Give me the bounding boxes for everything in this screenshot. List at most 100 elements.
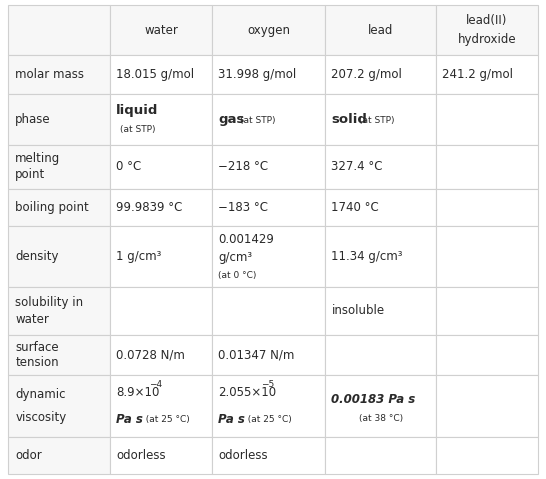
Text: 0 °C: 0 °C	[116, 160, 141, 173]
Text: 207.2 g/mol: 207.2 g/mol	[331, 68, 402, 81]
Bar	[325, 56, 436, 94]
Text: liquid: liquid	[116, 103, 159, 117]
Text: −183 °C: −183 °C	[218, 201, 268, 214]
Bar	[110, 56, 212, 94]
Bar	[212, 375, 325, 437]
Bar	[325, 5, 436, 56]
Bar	[110, 286, 212, 335]
Bar	[436, 56, 538, 94]
Text: 18.015 g/mol: 18.015 g/mol	[116, 68, 194, 81]
Bar	[212, 335, 325, 375]
Bar	[436, 5, 538, 56]
Text: molar mass: molar mass	[15, 68, 84, 81]
Text: viscosity: viscosity	[15, 411, 67, 423]
Bar	[325, 94, 436, 145]
Bar	[436, 286, 538, 335]
Bar	[325, 145, 436, 189]
Bar	[212, 94, 325, 145]
Text: (at 38 °C): (at 38 °C)	[359, 414, 402, 422]
Text: 0.0728 N/m: 0.0728 N/m	[116, 349, 185, 362]
Bar	[436, 94, 538, 145]
Text: solubility in: solubility in	[15, 296, 84, 308]
Bar	[110, 189, 212, 226]
Bar	[212, 56, 325, 94]
Bar	[110, 335, 212, 375]
Bar	[212, 226, 325, 286]
Bar	[325, 335, 436, 375]
Text: lead: lead	[368, 23, 393, 36]
Text: 0.01347 N/m: 0.01347 N/m	[218, 349, 295, 362]
Text: (at STP): (at STP)	[359, 116, 395, 125]
Bar	[436, 375, 538, 437]
Text: water: water	[15, 313, 49, 326]
Text: (at STP): (at STP)	[120, 125, 156, 134]
Text: surface: surface	[15, 342, 59, 354]
Bar	[110, 94, 212, 145]
Bar	[110, 226, 212, 286]
Bar	[8, 437, 110, 474]
Text: 241.2 g/mol: 241.2 g/mol	[442, 68, 513, 81]
Bar	[325, 375, 436, 437]
Bar	[8, 145, 110, 189]
Text: tension: tension	[15, 356, 59, 369]
Bar	[110, 145, 212, 189]
Text: 99.9839 °C: 99.9839 °C	[116, 201, 182, 214]
Text: −218 °C: −218 °C	[218, 160, 269, 173]
Text: 1740 °C: 1740 °C	[331, 201, 379, 214]
Bar	[325, 189, 436, 226]
Bar	[436, 437, 538, 474]
Bar	[8, 94, 110, 145]
Text: Pa s: Pa s	[116, 413, 143, 426]
Text: 327.4 °C: 327.4 °C	[331, 160, 383, 173]
Text: odorless: odorless	[218, 449, 268, 462]
Bar	[325, 437, 436, 474]
Text: point: point	[15, 168, 45, 181]
Text: 1 g/cm³: 1 g/cm³	[116, 250, 162, 263]
Text: 31.998 g/mol: 31.998 g/mol	[218, 68, 296, 81]
Text: solid: solid	[331, 113, 367, 126]
Bar	[212, 437, 325, 474]
Text: dynamic: dynamic	[15, 388, 66, 401]
Text: 0.001429: 0.001429	[218, 233, 274, 246]
Bar	[8, 189, 110, 226]
Text: g/cm³: g/cm³	[218, 251, 252, 264]
Text: melting: melting	[15, 152, 61, 165]
Text: −4: −4	[149, 380, 162, 389]
Bar	[8, 226, 110, 286]
Text: hydroxide: hydroxide	[458, 33, 516, 46]
Text: 0.00183 Pa s: 0.00183 Pa s	[331, 393, 416, 406]
Bar	[212, 286, 325, 335]
Text: gas: gas	[218, 113, 245, 126]
Text: water: water	[144, 23, 178, 36]
Bar	[325, 226, 436, 286]
Bar	[212, 145, 325, 189]
Bar	[8, 56, 110, 94]
Text: oxygen: oxygen	[247, 23, 290, 36]
Bar	[212, 5, 325, 56]
Text: 8.9×10: 8.9×10	[116, 386, 159, 399]
Text: (at 25 °C): (at 25 °C)	[140, 415, 190, 424]
Bar	[110, 5, 212, 56]
Bar	[8, 286, 110, 335]
Bar	[436, 145, 538, 189]
Text: Pa s: Pa s	[218, 413, 245, 426]
Text: (at 0 °C): (at 0 °C)	[218, 271, 257, 280]
Bar	[436, 189, 538, 226]
Text: −5: −5	[262, 380, 275, 389]
Text: density: density	[15, 250, 58, 263]
Text: odor: odor	[15, 449, 42, 462]
Bar	[436, 226, 538, 286]
Bar	[436, 335, 538, 375]
Bar	[212, 189, 325, 226]
Text: boiling point: boiling point	[15, 201, 89, 214]
Bar	[8, 375, 110, 437]
Text: insoluble: insoluble	[331, 304, 384, 317]
Text: 11.34 g/cm³: 11.34 g/cm³	[331, 250, 403, 263]
Text: (at 25 °C): (at 25 °C)	[242, 415, 292, 424]
Bar	[325, 286, 436, 335]
Bar	[110, 437, 212, 474]
Text: (at STP): (at STP)	[240, 116, 276, 125]
Text: lead(II): lead(II)	[466, 14, 507, 27]
Text: 2.055×10: 2.055×10	[218, 386, 276, 399]
Bar	[8, 5, 110, 56]
